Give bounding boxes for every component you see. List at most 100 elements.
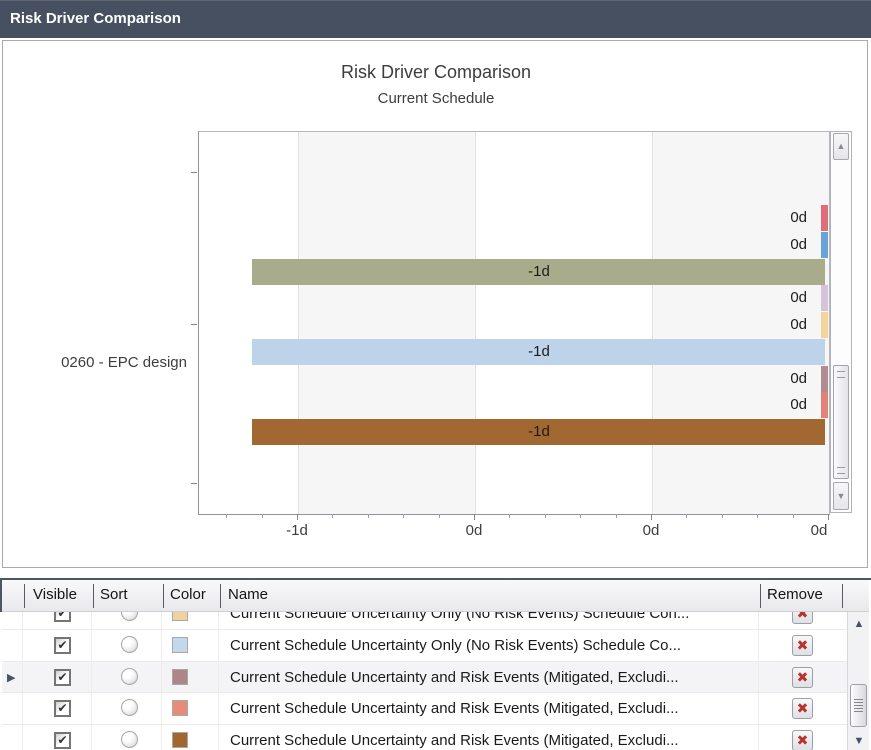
chart-bar <box>252 338 825 365</box>
bar-value-label: -1d <box>528 262 550 280</box>
x-axis-tick <box>367 514 369 518</box>
x-axis-tick-label: 0d <box>810 522 828 539</box>
bar-value-label: -1d <box>528 342 550 360</box>
chart-bar <box>821 365 828 392</box>
x-axis-tick-label: -1d <box>286 522 308 539</box>
remove-button[interactable]: ✖ <box>792 666 813 688</box>
bar-value-label: 0d <box>790 209 807 226</box>
column-header-sort[interactable]: Sort <box>100 586 128 603</box>
chart-scrollbar-thumb[interactable] <box>833 365 849 479</box>
header-divider <box>163 584 164 608</box>
column-separator <box>218 612 219 750</box>
column-header-color[interactable]: Color <box>170 586 206 603</box>
gridline <box>298 132 299 514</box>
y-axis-tick <box>191 324 197 325</box>
visible-checkbox[interactable]: ✔ <box>54 668 71 686</box>
y-axis-tick <box>191 483 197 484</box>
sort-radio[interactable] <box>121 730 138 748</box>
header-divider <box>24 584 25 608</box>
chart-scroll-up-button[interactable]: ▲ <box>833 133 849 160</box>
x-axis-tick <box>509 514 511 518</box>
table-row[interactable]: ✔ Current Schedule Uncertainty Only (No R… <box>2 630 847 662</box>
table-border <box>0 578 871 580</box>
color-swatch[interactable] <box>172 700 188 717</box>
bar-value-label: -1d <box>528 423 550 441</box>
visible-checkbox[interactable]: ✔ <box>54 731 71 749</box>
visible-checkbox[interactable]: ✔ <box>54 700 71 718</box>
bar-value-label: 0d <box>790 369 807 387</box>
color-swatch[interactable] <box>172 637 188 653</box>
row-name: Current Schedule Uncertainty and Risk Ev… <box>230 700 679 718</box>
sort-radio[interactable] <box>121 667 138 685</box>
thumb-grip-icon <box>837 371 845 378</box>
bar-value-label: 0d <box>790 235 807 253</box>
selected-row-arrow-icon: ▶ <box>7 671 16 684</box>
plot-band <box>652 132 829 514</box>
chart-bar <box>821 392 828 419</box>
x-axis-tick <box>615 514 617 518</box>
x-axis-tick <box>757 514 759 518</box>
header-divider <box>93 584 94 608</box>
x-axis-tick <box>261 514 263 518</box>
x-axis-tick-label: 0d <box>465 522 483 539</box>
table-row[interactable]: ✔ Current Schedule Uncertainty and Risk E… <box>2 693 847 725</box>
header-divider <box>760 584 761 608</box>
sort-radio[interactable] <box>121 636 138 653</box>
chart-scroll-down-button[interactable]: ▼ <box>833 482 849 510</box>
table-scroll-up-button[interactable]: ▲ <box>853 618 865 630</box>
chart-title: Risk Driver Comparison <box>340 62 532 82</box>
x-axis-tick <box>297 514 298 520</box>
column-header-name[interactable]: Name <box>228 586 269 603</box>
table-scrollbar-thumb[interactable] <box>850 684 867 727</box>
x-axis-tick <box>792 514 794 518</box>
remove-button[interactable]: ✖ <box>792 635 813 656</box>
row-name: Current Schedule Uncertainty and Risk Ev… <box>230 668 679 686</box>
remove-button[interactable]: ✖ <box>792 729 813 750</box>
window-title-bar: Risk Driver Comparison <box>0 0 871 38</box>
window-title: Risk Driver Comparison <box>10 10 181 27</box>
sort-radio[interactable] <box>121 612 138 622</box>
chart-panel: Risk Driver Comparison Current Schedule … <box>2 40 868 568</box>
column-header-visible[interactable]: Visible <box>33 586 77 603</box>
chart-vertical-scrollbar[interactable]: ▲ ▼ <box>830 131 852 513</box>
header-divider <box>220 584 221 608</box>
chart-bar <box>821 312 828 339</box>
bar-value-label: 0d <box>790 316 807 334</box>
visible-checkbox[interactable]: ✔ <box>54 637 71 654</box>
row-name: Current Schedule Uncertainty and Risk Ev… <box>230 731 679 749</box>
thumb-grip-icon <box>854 699 863 712</box>
chart-subtitle: Current Schedule <box>377 90 495 107</box>
plot-area: 0d 0d -1d 0d 0d -1d 0d 0d -1d <box>198 131 830 515</box>
x-axis-tick <box>226 514 228 518</box>
gridline <box>652 132 653 514</box>
visible-checkbox[interactable]: ✔ <box>54 612 71 623</box>
table-row[interactable]: ✔ Current Schedule Uncertainty Only (No R… <box>2 612 847 630</box>
row-name: Current Schedule Uncertainty Only (No Ri… <box>230 612 690 623</box>
y-axis-category-label: 0260 - EPC design <box>61 354 187 371</box>
header-divider <box>842 584 843 608</box>
chart-bar <box>821 231 828 258</box>
color-swatch[interactable] <box>172 731 188 748</box>
remove-button[interactable]: ✖ <box>792 612 813 625</box>
table-vertical-scrollbar[interactable]: ▲ ▼ <box>847 612 869 750</box>
table-row[interactable]: ▶ ✔ Current Schedule Uncertainty and Risk … <box>2 661 847 694</box>
column-header-remove[interactable]: Remove <box>767 586 823 603</box>
chart-bar <box>252 258 825 285</box>
x-axis-tick-label: 0d <box>642 522 660 539</box>
chart-bar <box>821 285 828 312</box>
color-swatch[interactable] <box>172 612 188 622</box>
column-separator <box>22 612 23 750</box>
color-swatch[interactable] <box>172 668 188 685</box>
table-scroll-down-button[interactable]: ▼ <box>853 735 865 747</box>
sort-radio[interactable] <box>121 699 138 717</box>
x-axis-tick <box>686 514 688 518</box>
bar-value-label: 0d <box>790 289 807 307</box>
plot-band <box>298 132 475 514</box>
table-body: ✔ Current Schedule Uncertainty Only (No R… <box>0 612 871 750</box>
row-name: Current Schedule Uncertainty Only (No Ri… <box>230 637 682 654</box>
column-separator <box>161 612 162 750</box>
table-row[interactable]: ✔ Current Schedule Uncertainty and Risk E… <box>2 724 847 750</box>
x-axis-tick <box>438 514 440 518</box>
remove-button[interactable]: ✖ <box>792 698 813 720</box>
